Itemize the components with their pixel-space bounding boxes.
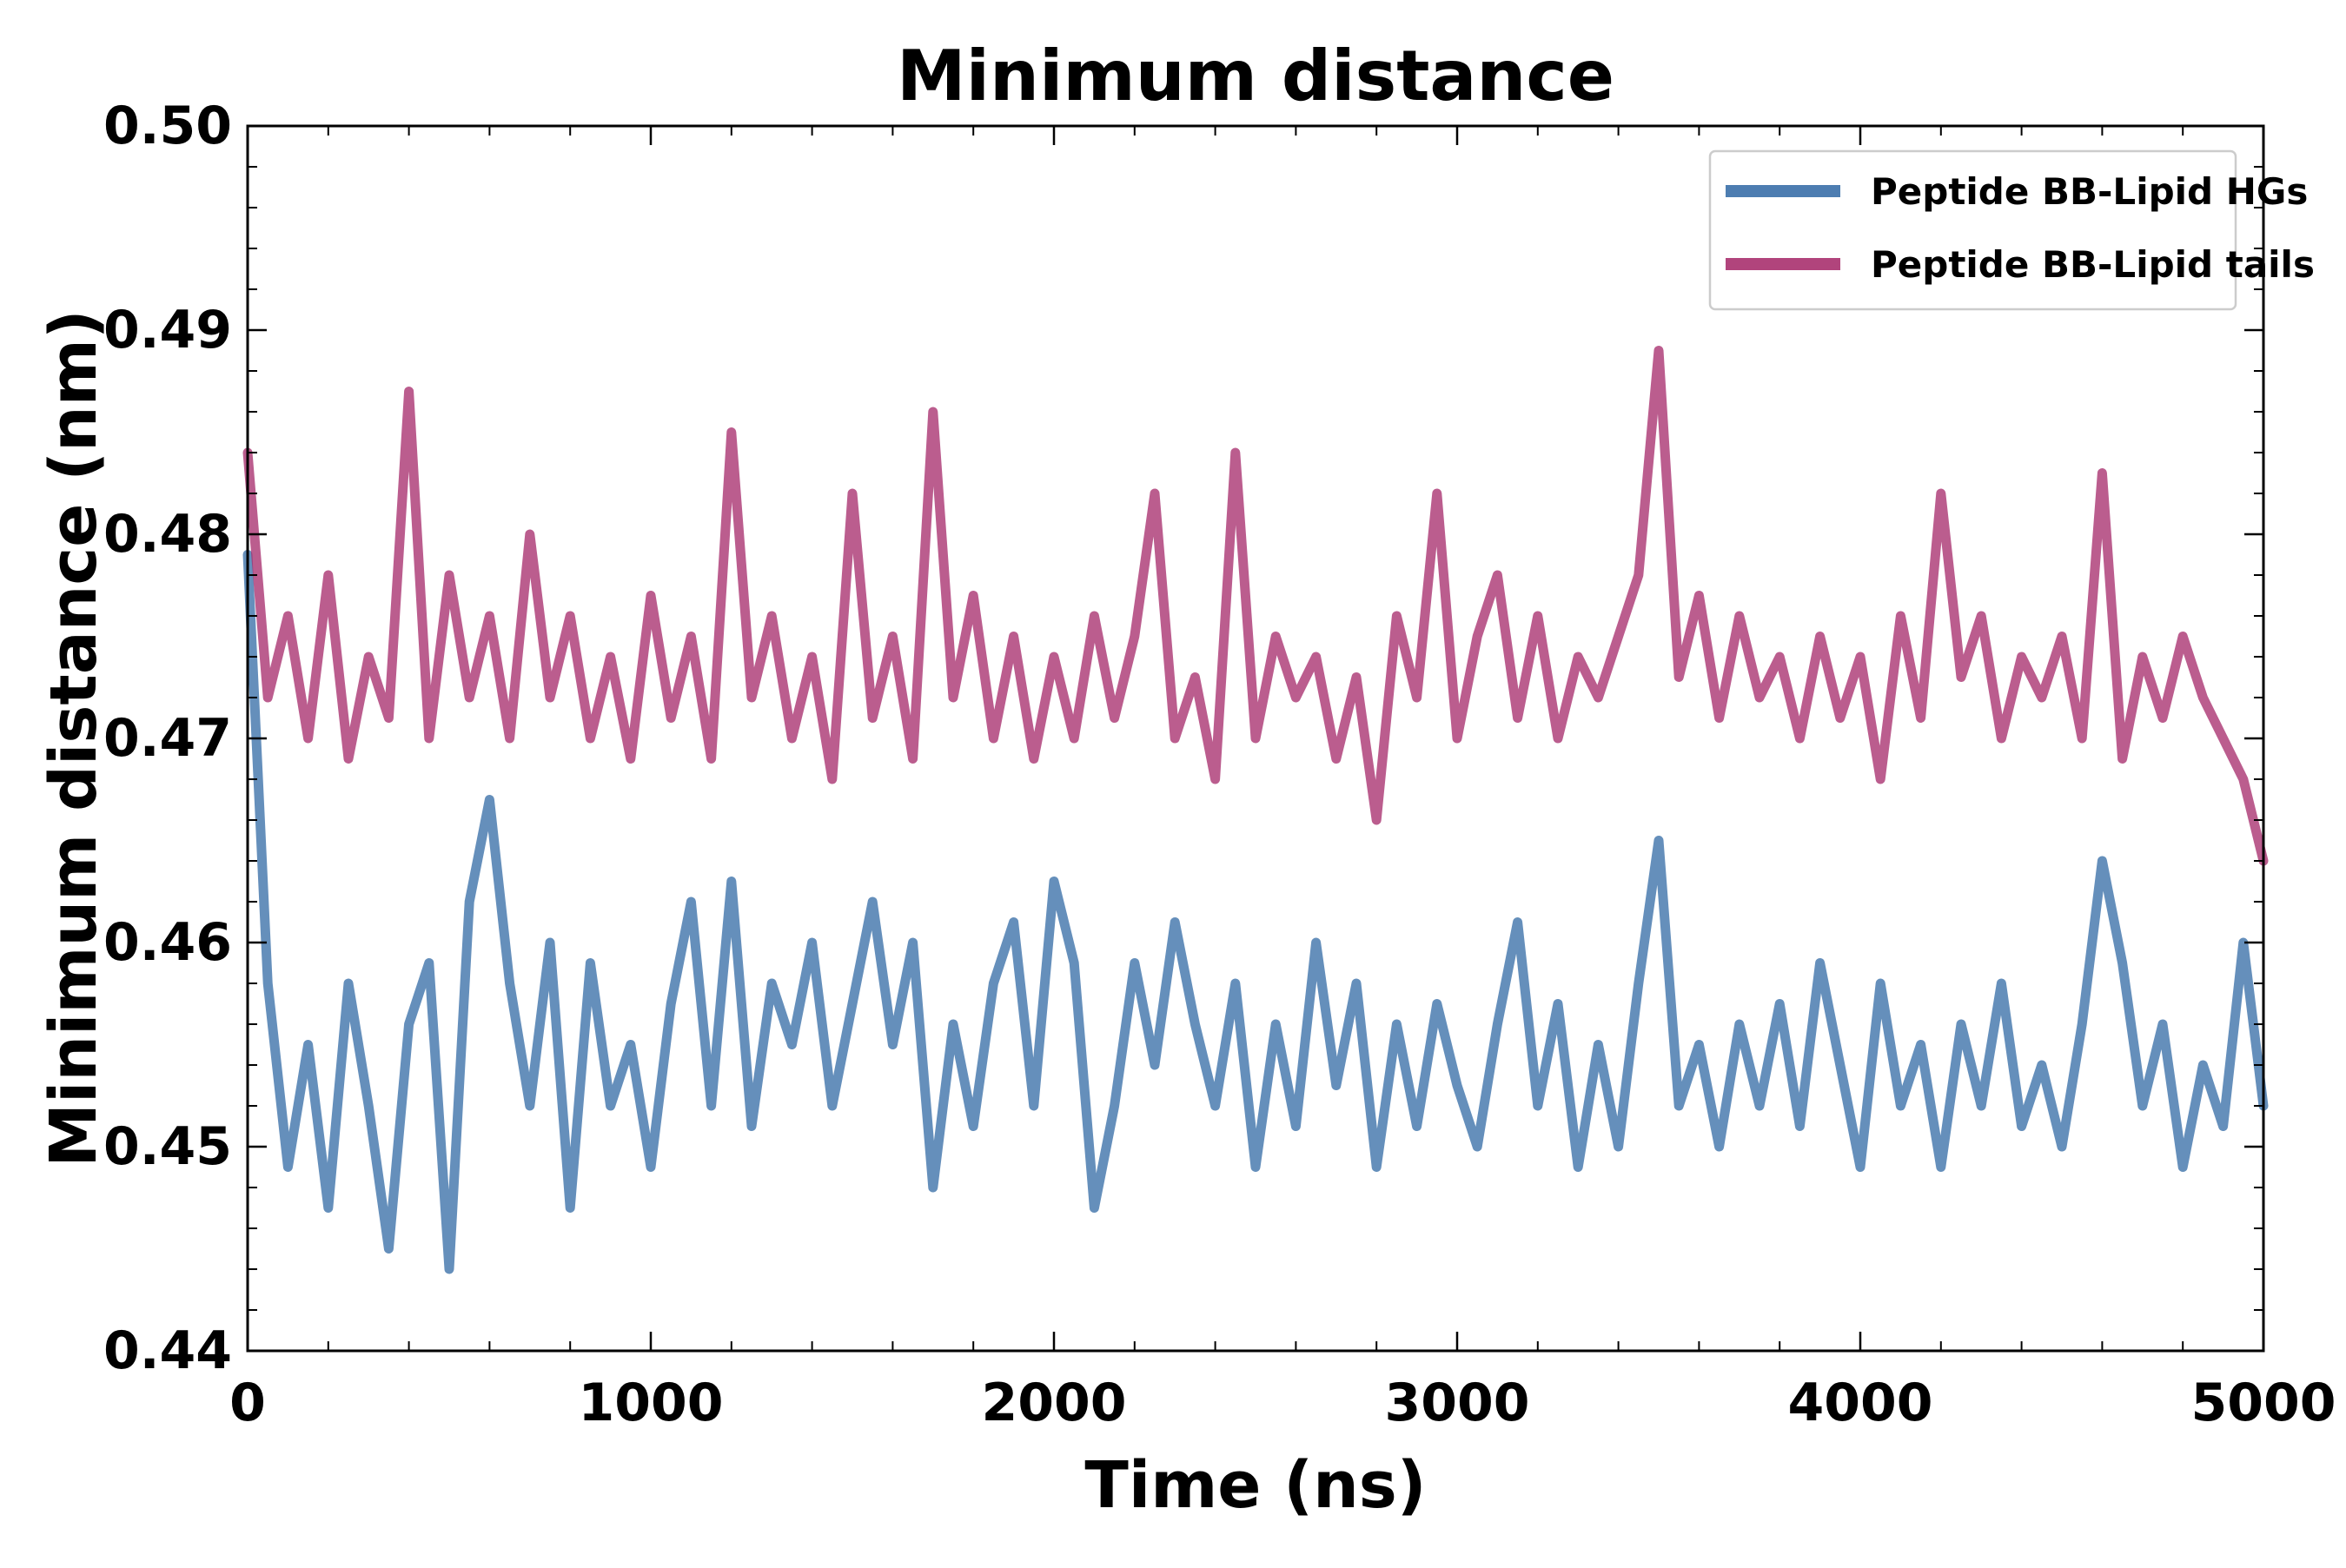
legend-box — [1708, 149, 2237, 311]
plot-area: 0 1000 2000 3000 4000 5000 0.44 0.45 0.46 0.47 0.4… — [103, 96, 2336, 1433]
legend-label-1: Peptide BB-Lipid HGs — [1871, 170, 2308, 213]
x-tick-label: 0 — [229, 1373, 266, 1433]
y-axis-label: Minimum distance (nm) — [36, 309, 111, 1167]
y-tick-label: 0.48 — [103, 504, 232, 565]
legend-label-2: Peptide BB-Lipid tails — [1871, 243, 2315, 286]
chart-title: Minimum distance — [897, 36, 1614, 116]
series-line-1 — [242, 550, 2269, 1274]
x-axis-label: Time (ns) — [1084, 1448, 1426, 1523]
y-tick-label: 0.50 — [103, 96, 232, 156]
x-tick-label: 3000 — [1385, 1373, 1530, 1433]
y-tick-label: 0.44 — [103, 1320, 232, 1381]
x-tick-label: 5000 — [2191, 1373, 2336, 1433]
x-tick-label: 1000 — [579, 1373, 724, 1433]
series-line-2 — [242, 346, 2269, 866]
y-tick-label: 0.47 — [103, 708, 232, 769]
y-tick-label: 0.46 — [103, 912, 232, 973]
y-tick-label: 0.49 — [103, 300, 232, 361]
x-tick-label: 4000 — [1788, 1373, 1933, 1433]
x-tick-label: 2000 — [982, 1373, 1127, 1433]
y-tick-label: 0.45 — [103, 1116, 232, 1177]
